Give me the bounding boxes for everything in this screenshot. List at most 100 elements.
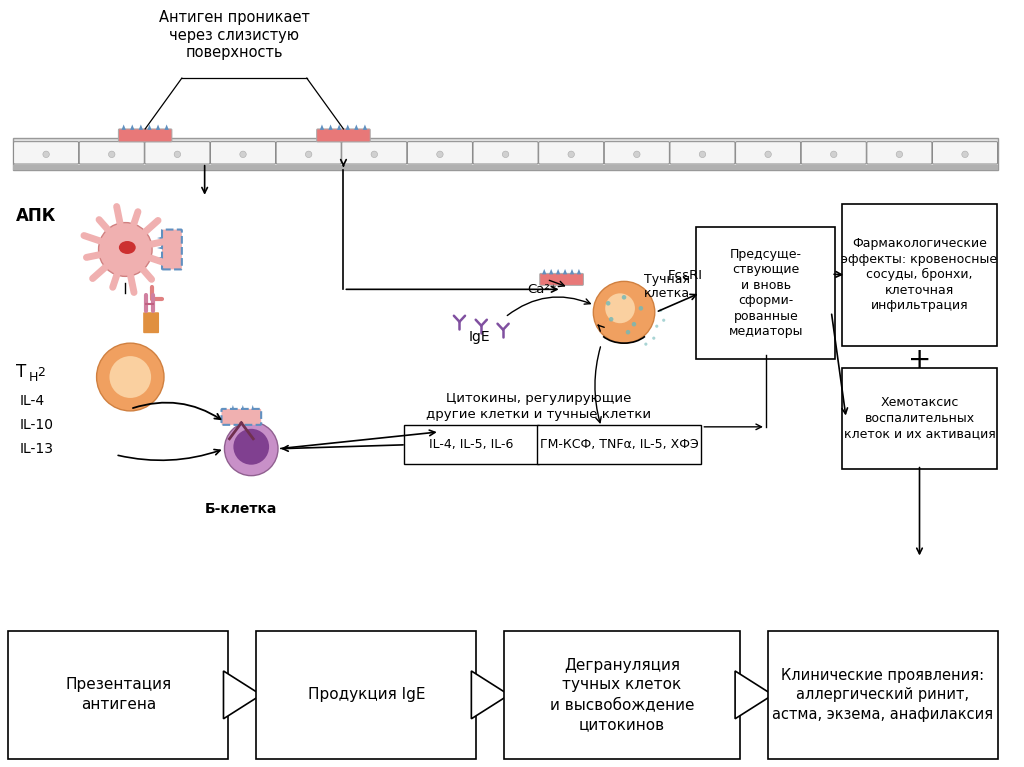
- Circle shape: [593, 281, 654, 343]
- Text: H: H: [29, 370, 39, 384]
- FancyBboxPatch shape: [144, 142, 210, 164]
- Text: Фармакологические
эффекты: кровеносные
сосуды, бронхи,
клеточная
инфильтрация: Фармакологические эффекты: кровеносные с…: [842, 237, 997, 312]
- Polygon shape: [122, 124, 126, 130]
- Polygon shape: [362, 124, 368, 130]
- Text: Цитокины, регулирующие: Цитокины, регулирующие: [446, 393, 632, 406]
- FancyBboxPatch shape: [143, 312, 159, 333]
- Polygon shape: [329, 124, 333, 130]
- Ellipse shape: [568, 151, 574, 157]
- Text: ГМ-КСФ, TNFα, IL-5, ХФЭ: ГМ-КСФ, TNFα, IL-5, ХФЭ: [540, 438, 698, 451]
- Polygon shape: [156, 124, 160, 130]
- Circle shape: [632, 322, 636, 327]
- FancyBboxPatch shape: [408, 142, 472, 164]
- FancyBboxPatch shape: [211, 142, 275, 164]
- FancyBboxPatch shape: [13, 138, 997, 170]
- FancyBboxPatch shape: [8, 631, 228, 759]
- Text: Продукция IgE: Продукция IgE: [307, 687, 425, 703]
- Circle shape: [233, 429, 269, 465]
- Text: IgE: IgE: [468, 330, 490, 344]
- Polygon shape: [138, 124, 143, 130]
- Circle shape: [622, 295, 627, 300]
- Ellipse shape: [962, 151, 969, 157]
- FancyBboxPatch shape: [504, 631, 740, 759]
- Text: клетка: клетка: [644, 287, 690, 300]
- Text: FcεRI: FcεRI: [668, 269, 702, 282]
- FancyBboxPatch shape: [13, 142, 79, 164]
- Ellipse shape: [174, 151, 180, 157]
- Polygon shape: [542, 269, 547, 275]
- Polygon shape: [471, 671, 509, 719]
- FancyBboxPatch shape: [696, 226, 836, 359]
- Circle shape: [605, 293, 635, 323]
- Circle shape: [110, 356, 152, 398]
- FancyBboxPatch shape: [933, 142, 997, 164]
- Text: Антиген проникает
через слизистую
поверхность: Антиген проникает через слизистую поверх…: [159, 11, 310, 60]
- Text: другие клетки и тучные клетки: другие клетки и тучные клетки: [426, 408, 651, 421]
- Ellipse shape: [699, 151, 706, 157]
- Polygon shape: [223, 671, 261, 719]
- Circle shape: [639, 306, 643, 311]
- Text: Презентация
антигена: Презентация антигена: [66, 677, 171, 713]
- FancyBboxPatch shape: [403, 425, 539, 464]
- Ellipse shape: [503, 151, 509, 157]
- Ellipse shape: [896, 151, 902, 157]
- FancyBboxPatch shape: [473, 142, 538, 164]
- FancyBboxPatch shape: [119, 129, 172, 142]
- Circle shape: [644, 343, 647, 346]
- Ellipse shape: [436, 151, 443, 157]
- Text: Клинические проявления:
аллергический ринит,
астма, экзема, анафилаксия: Клинические проявления: аллергический ри…: [772, 667, 993, 723]
- FancyBboxPatch shape: [13, 165, 997, 170]
- Polygon shape: [165, 124, 169, 130]
- FancyBboxPatch shape: [604, 142, 670, 164]
- Polygon shape: [157, 256, 163, 259]
- FancyBboxPatch shape: [867, 142, 932, 164]
- Circle shape: [655, 324, 658, 328]
- Ellipse shape: [305, 151, 312, 157]
- Ellipse shape: [119, 241, 136, 254]
- Polygon shape: [242, 405, 245, 410]
- Polygon shape: [319, 124, 325, 130]
- Text: Б-клетка: Б-клетка: [205, 502, 278, 515]
- Circle shape: [609, 317, 613, 321]
- Text: Предсуще-
ствующие
и вновь
сформи-
рованные
медиаторы: Предсуще- ствующие и вновь сформи- рован…: [729, 248, 803, 338]
- Text: 2: 2: [37, 366, 45, 379]
- Text: Хемотаксис
воспалительных
клеток и их активация: Хемотаксис воспалительных клеток и их ак…: [844, 397, 995, 440]
- Text: Тучная: Тучная: [644, 273, 690, 286]
- Circle shape: [98, 222, 153, 276]
- Circle shape: [652, 337, 655, 340]
- Ellipse shape: [109, 151, 115, 157]
- Polygon shape: [157, 246, 163, 249]
- FancyBboxPatch shape: [221, 409, 261, 425]
- Text: АПК: АПК: [16, 206, 56, 225]
- Polygon shape: [577, 269, 581, 275]
- Ellipse shape: [830, 151, 837, 157]
- Polygon shape: [251, 405, 254, 410]
- Polygon shape: [569, 269, 574, 275]
- FancyBboxPatch shape: [276, 142, 341, 164]
- FancyBboxPatch shape: [256, 631, 476, 759]
- Text: IL-4, IL-5, IL-6: IL-4, IL-5, IL-6: [429, 438, 514, 451]
- FancyBboxPatch shape: [768, 631, 997, 759]
- Circle shape: [224, 422, 278, 476]
- FancyBboxPatch shape: [670, 142, 735, 164]
- Polygon shape: [231, 405, 234, 410]
- Polygon shape: [157, 236, 163, 239]
- FancyBboxPatch shape: [539, 142, 604, 164]
- Circle shape: [96, 343, 164, 411]
- Polygon shape: [549, 269, 553, 275]
- Circle shape: [663, 318, 666, 322]
- Ellipse shape: [240, 151, 246, 157]
- FancyBboxPatch shape: [842, 368, 996, 469]
- Ellipse shape: [371, 151, 378, 157]
- FancyBboxPatch shape: [801, 142, 866, 164]
- Ellipse shape: [43, 151, 49, 157]
- Ellipse shape: [634, 151, 640, 157]
- FancyBboxPatch shape: [540, 273, 584, 285]
- Text: Ca²⁺: Ca²⁺: [527, 283, 557, 296]
- Polygon shape: [735, 671, 773, 719]
- Polygon shape: [563, 269, 567, 275]
- FancyBboxPatch shape: [342, 142, 407, 164]
- Text: T: T: [16, 363, 27, 381]
- Polygon shape: [556, 269, 560, 275]
- FancyBboxPatch shape: [79, 142, 144, 164]
